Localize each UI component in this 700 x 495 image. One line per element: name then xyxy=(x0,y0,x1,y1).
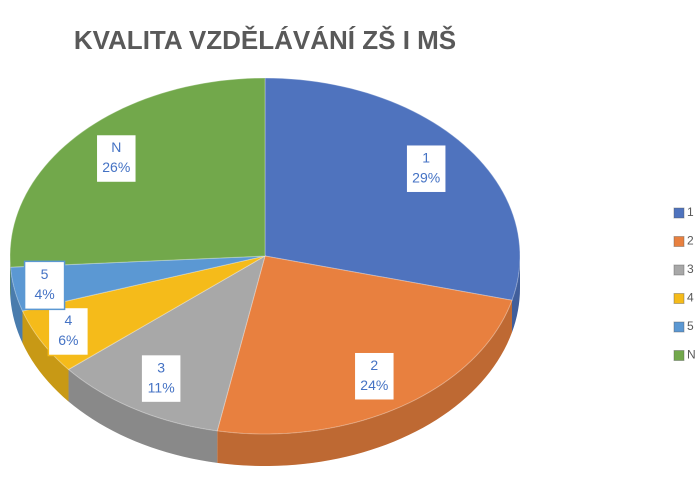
slice xyxy=(264,77,521,301)
legend-label: 3 xyxy=(687,262,694,276)
slice-side xyxy=(68,369,218,463)
data-label-value: 29% xyxy=(412,169,440,185)
data-label-box xyxy=(23,260,66,311)
data-label-box xyxy=(353,351,396,401)
data-label-category: 2 xyxy=(370,357,378,373)
slice-side xyxy=(511,256,520,333)
legend-swatch xyxy=(673,207,685,219)
legend-label: N xyxy=(687,348,696,362)
data-label-category: N xyxy=(111,139,121,155)
data-label-value: 4% xyxy=(34,286,54,302)
legend-label: 5 xyxy=(687,319,694,333)
legend-swatch xyxy=(673,293,685,304)
legend-swatch xyxy=(673,350,685,361)
slice xyxy=(67,254,266,432)
data-label-value: 11% xyxy=(148,379,175,395)
data-label: N 26% xyxy=(95,133,138,184)
data-label-box xyxy=(47,306,90,357)
slice-side-shade xyxy=(22,311,69,402)
data-label-value: 6% xyxy=(58,332,78,348)
legend-swatch xyxy=(673,264,685,276)
slice xyxy=(9,77,266,268)
data-label-value: 26% xyxy=(102,159,130,175)
slice-side xyxy=(217,300,512,466)
slice-side-shade xyxy=(68,369,218,463)
data-label: 311% xyxy=(140,353,182,404)
slice-side-shade xyxy=(217,300,512,466)
chart-title: KVALITA VZDĚLÁVÁNÍ ZŠ I MŠ xyxy=(74,25,456,55)
data-label-value: 24% xyxy=(360,377,388,393)
legend-label: 4 xyxy=(687,291,694,305)
legend-label: 2 xyxy=(687,234,694,248)
data-label-category: 4 xyxy=(64,312,72,328)
data-label-category: 3 xyxy=(157,359,165,375)
slice-side xyxy=(22,311,69,402)
slice xyxy=(216,255,513,435)
slice xyxy=(9,255,266,312)
data-label: 54% xyxy=(23,260,66,311)
slice-side xyxy=(10,267,23,344)
legend-label: 1 xyxy=(687,205,694,219)
slice-side xyxy=(10,256,11,300)
data-label-category: 5 xyxy=(41,266,49,282)
slice-side-shade xyxy=(511,256,520,333)
data-label: 46% xyxy=(47,306,90,357)
slice-side-shade xyxy=(10,256,11,300)
legend-swatch xyxy=(673,236,685,247)
data-label-category: 1 xyxy=(422,149,430,165)
data-label-box xyxy=(405,143,447,194)
data-label-box xyxy=(95,133,138,184)
legend-swatch xyxy=(673,321,685,333)
slice-side-shade xyxy=(10,267,23,344)
data-label-box xyxy=(140,353,182,404)
data-label: 224% xyxy=(353,351,396,401)
data-label: 129% xyxy=(405,143,447,194)
